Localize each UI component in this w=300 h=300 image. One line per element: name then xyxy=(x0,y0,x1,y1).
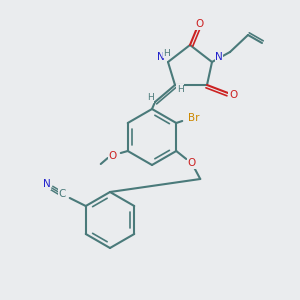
Text: N: N xyxy=(43,179,51,189)
Text: H: H xyxy=(177,85,183,94)
Text: O: O xyxy=(109,151,117,161)
Text: O: O xyxy=(195,19,203,29)
Text: H: H xyxy=(164,49,170,58)
Text: O: O xyxy=(187,158,195,168)
Text: N: N xyxy=(215,52,223,62)
Text: O: O xyxy=(229,90,237,100)
Text: N: N xyxy=(157,52,165,62)
Text: C: C xyxy=(58,189,65,199)
Text: Br: Br xyxy=(188,113,200,123)
Text: H: H xyxy=(147,94,153,103)
